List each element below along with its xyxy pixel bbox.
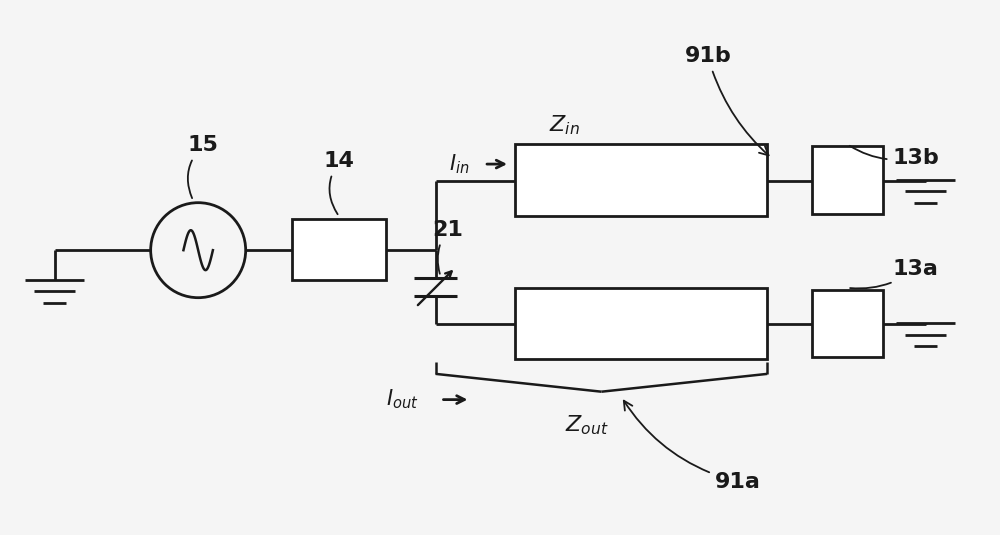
Bar	[515, 288, 767, 359]
Text: 21: 21	[432, 220, 463, 274]
Text: $Z_{out}$: $Z_{out}$	[565, 414, 608, 437]
Bar	[515, 144, 767, 216]
Text: 91a: 91a	[624, 401, 760, 492]
Bar	[812, 146, 883, 213]
Text: 15: 15	[188, 135, 219, 198]
Text: 13b: 13b	[850, 146, 939, 168]
Text: 14: 14	[324, 151, 355, 214]
Bar	[292, 218, 386, 280]
Text: 91b: 91b	[684, 46, 769, 155]
Text: $Z_{in}$: $Z_{in}$	[549, 114, 580, 137]
Bar	[812, 290, 883, 357]
Text: $I_{out}$: $I_{out}$	[386, 388, 419, 411]
Text: $I_{in}$: $I_{in}$	[449, 152, 469, 176]
Text: 13a: 13a	[850, 259, 939, 288]
